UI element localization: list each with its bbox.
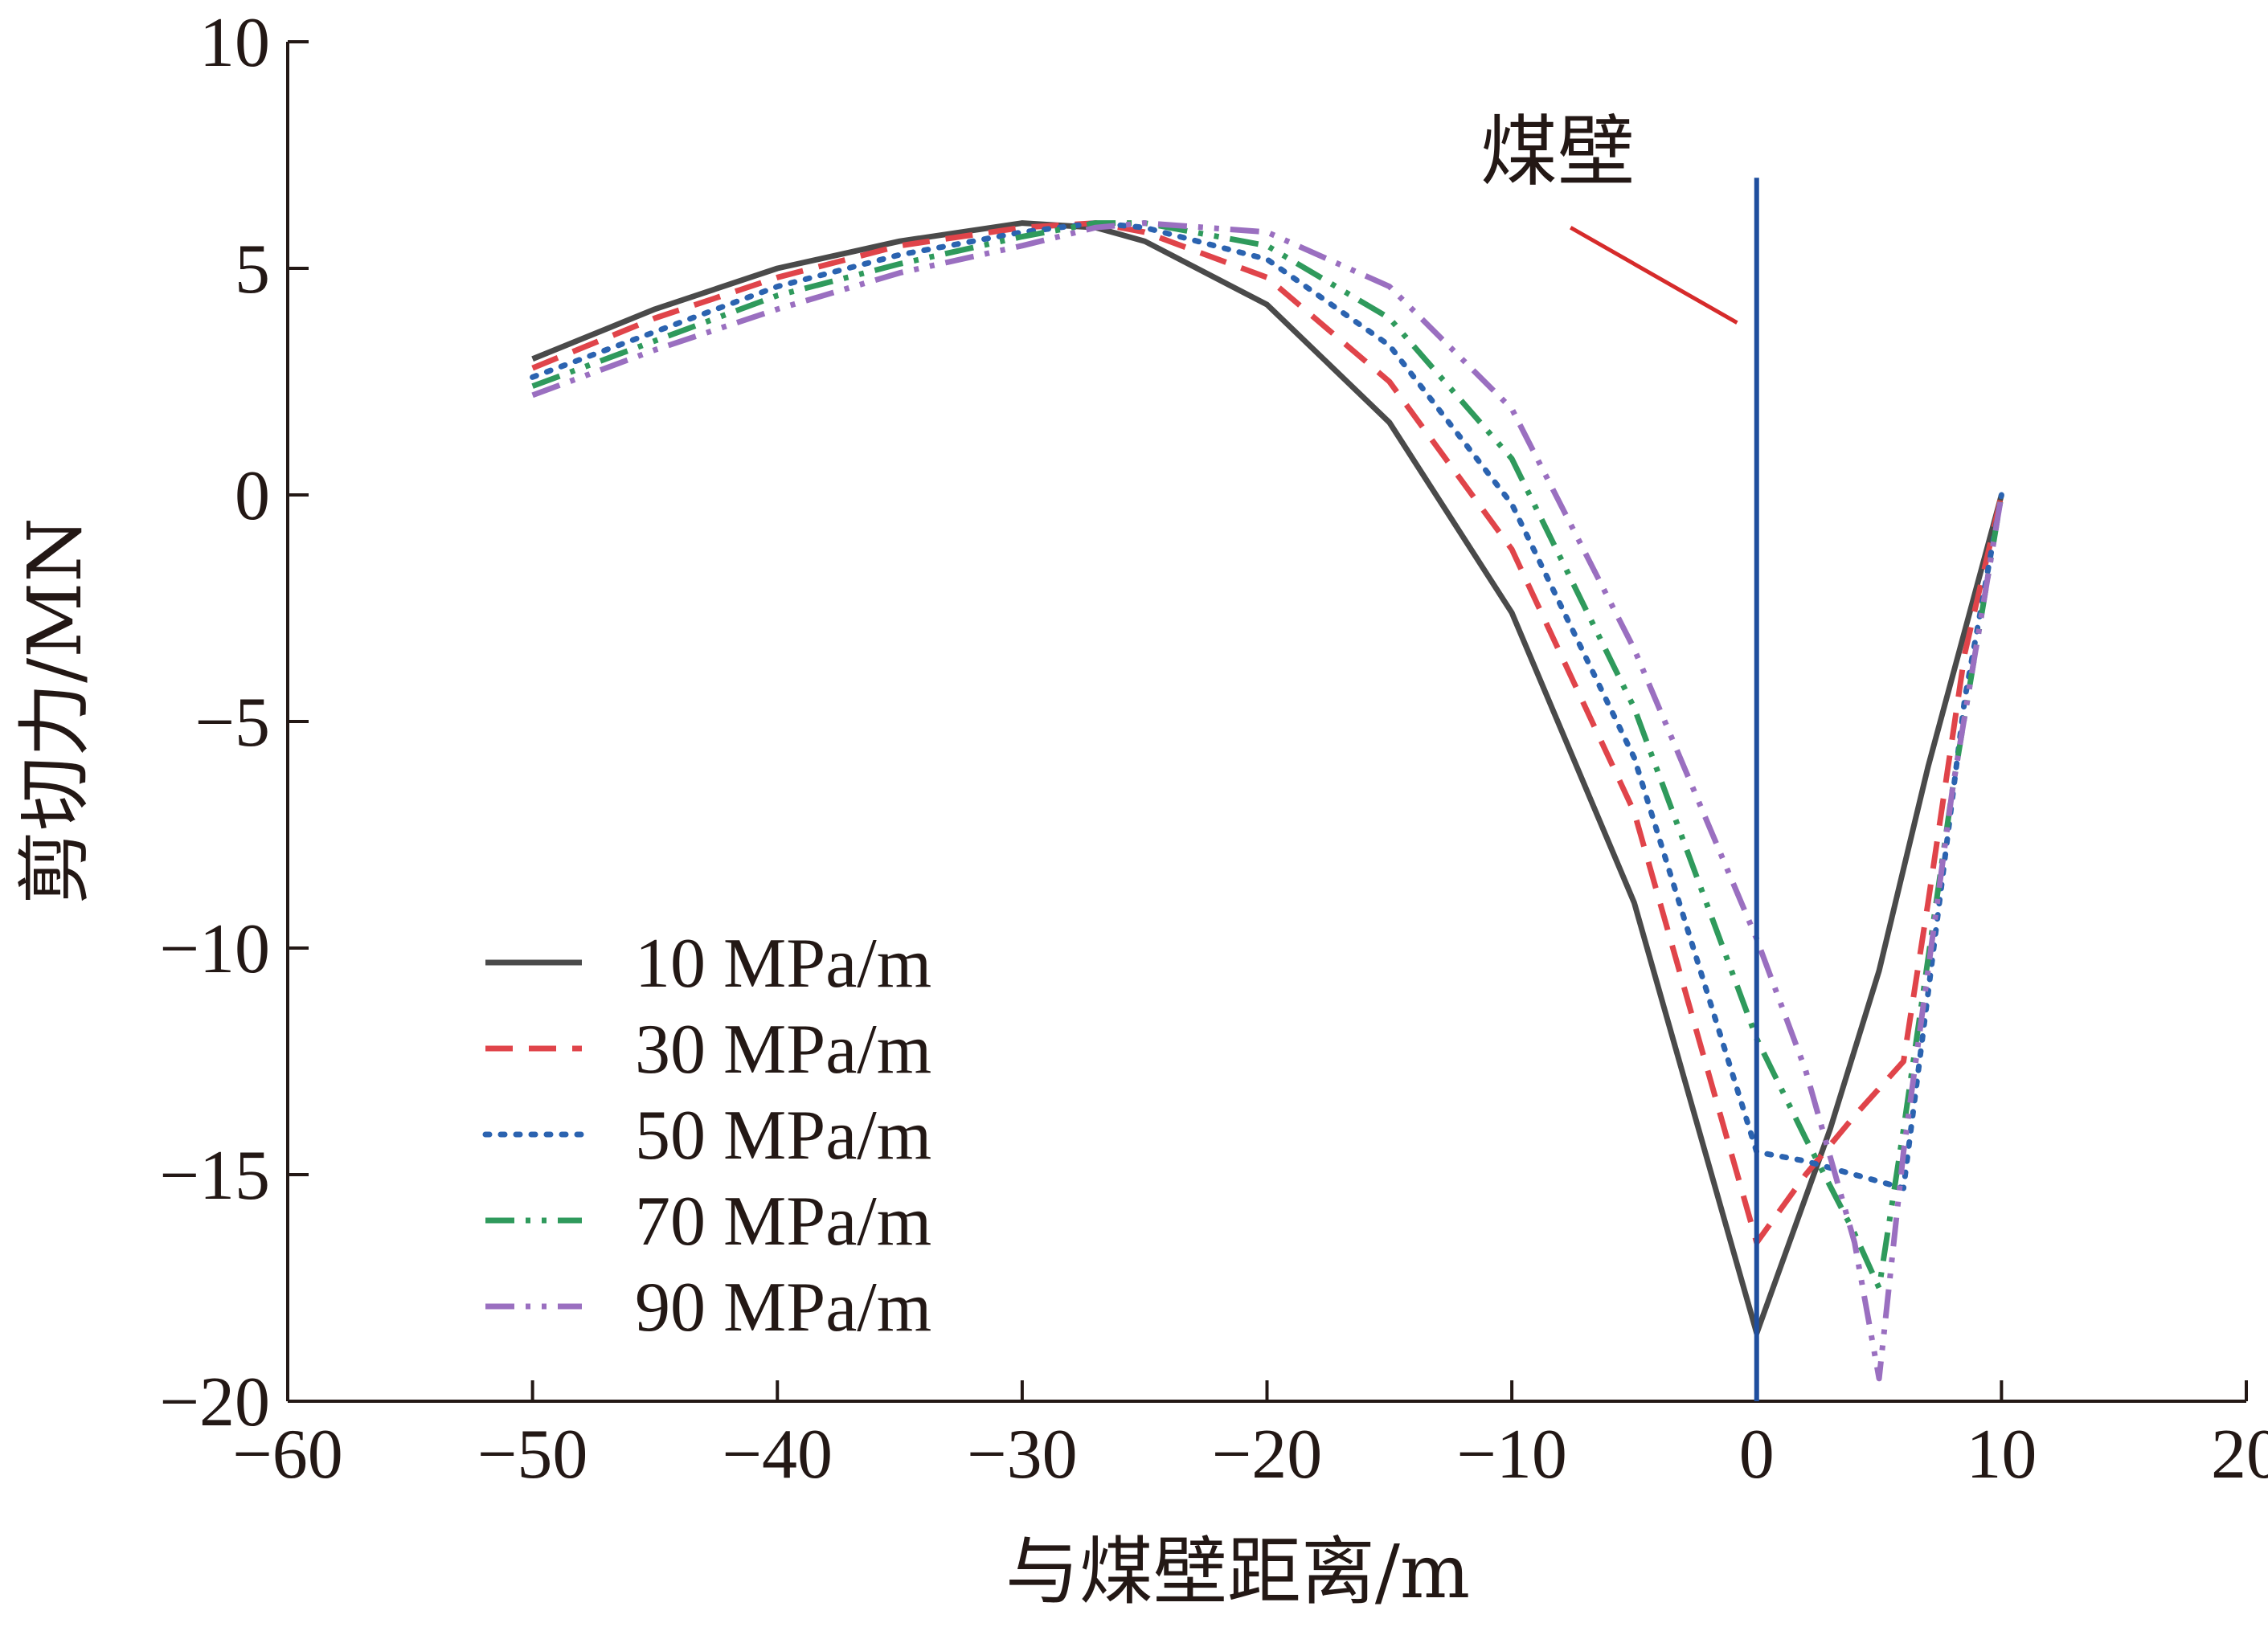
x-tick-label: 20 [2211, 1416, 2268, 1494]
legend-label-3: 50 MPa/m [635, 1097, 931, 1175]
legend: 10 MPa/m 30 MPa/m 50 MPa/m 70 MPa/m 90 MPa/m [482, 925, 931, 1347]
x-tick-label: 10 [1966, 1416, 2037, 1494]
y-tick-label: −15 [159, 1137, 270, 1215]
series-line-2 [531, 220, 2004, 1246]
legend-label-1: 10 MPa/m [635, 925, 931, 1003]
series-line-3 [530, 220, 2004, 1192]
series-line-4 [531, 220, 2004, 1291]
x-tick-label: −20 [1212, 1416, 1323, 1494]
series-layer [530, 220, 2004, 1382]
series-line-1 [531, 220, 2004, 1336]
annotation-text: 煤壁 [1480, 107, 1635, 197]
y-tick-label: −20 [159, 1363, 270, 1441]
y-tick-label: −10 [159, 910, 270, 988]
legend-label-2: 30 MPa/m [635, 1011, 931, 1089]
annotation-layer: 煤壁 [1480, 107, 1759, 1401]
y-tick-label: 10 [199, 4, 270, 82]
x-axis-title: 与煤壁距离/m [1005, 1529, 1470, 1615]
legend-label-5: 90 MPa/m [635, 1269, 931, 1347]
x-tick-label: −40 [722, 1416, 833, 1494]
axes: −60 −50 −40 −30 −20 −10 0 10 20 10 5 0 −5 −10 −15 −20 [159, 4, 2268, 1494]
x-tick-label: −10 [1456, 1416, 1567, 1494]
x-tick-label: −50 [477, 1416, 588, 1494]
y-tick-label: 0 [235, 457, 270, 535]
y-tick-label: −5 [194, 684, 270, 762]
y-axis-title: 剪切力/MN [12, 517, 98, 905]
legend-label-4: 70 MPa/m [635, 1183, 931, 1261]
x-tick-label: −30 [967, 1416, 1078, 1494]
series-line-5 [531, 220, 2004, 1382]
y-tick-label: 5 [235, 231, 270, 309]
x-tick-label: −60 [232, 1416, 343, 1494]
x-tick-label: 0 [1739, 1416, 1775, 1494]
annotation-pointer [1569, 226, 1738, 325]
